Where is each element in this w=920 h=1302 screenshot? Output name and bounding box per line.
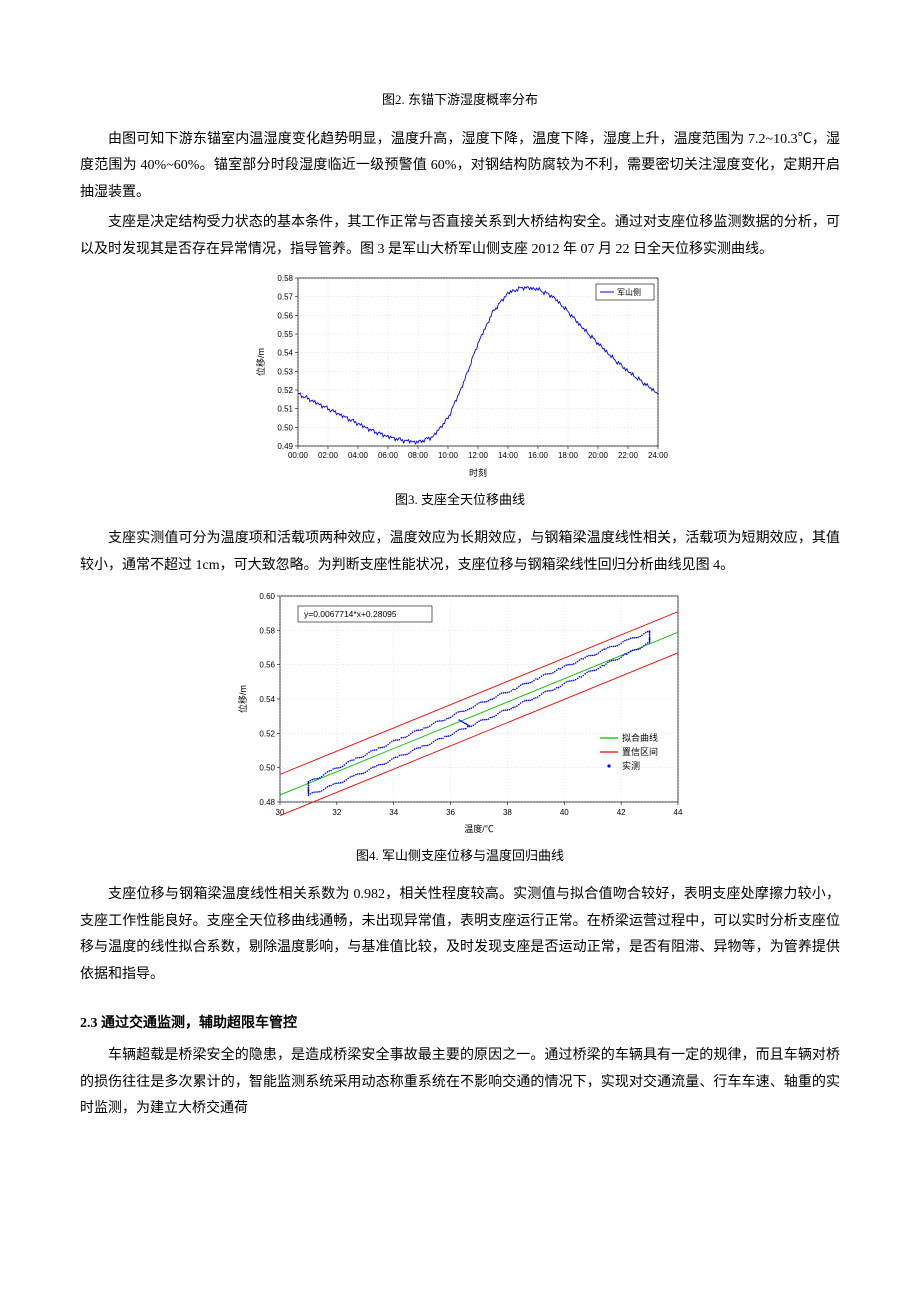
svg-text:y=0.0067714*x+0.28095: y=0.0067714*x+0.28095 <box>304 609 397 619</box>
svg-text:14:00: 14:00 <box>498 451 519 460</box>
svg-text:位移/m: 位移/m <box>255 348 266 376</box>
svg-text:军山侧: 军山侧 <box>617 287 641 297</box>
svg-text:0.56: 0.56 <box>259 660 275 669</box>
svg-text:0.58: 0.58 <box>277 274 293 283</box>
svg-text:42: 42 <box>617 808 626 817</box>
svg-text:04:00: 04:00 <box>348 451 369 460</box>
paragraph-1: 由图可知下游东锚室内温湿度变化趋势明显，温度升高，湿度下降，温度下降，湿度上升，… <box>80 127 840 207</box>
svg-text:0.50: 0.50 <box>259 763 275 772</box>
svg-text:20:00: 20:00 <box>588 451 609 460</box>
svg-text:拟合曲线: 拟合曲线 <box>622 732 658 743</box>
section-2-3-heading: 2.3 通过交通监测，辅助超限车管控 <box>80 1011 840 1038</box>
svg-text:0.51: 0.51 <box>277 404 293 413</box>
svg-text:06:00: 06:00 <box>378 451 399 460</box>
svg-text:38: 38 <box>503 808 512 817</box>
fig3-caption: 图3. 支座全天位移曲线 <box>80 488 840 513</box>
svg-text:0.54: 0.54 <box>277 348 293 357</box>
svg-text:00:00: 00:00 <box>288 451 309 460</box>
svg-text:0.57: 0.57 <box>277 292 293 301</box>
svg-text:置信区间: 置信区间 <box>622 746 658 757</box>
fig2-caption: 图2. 东锚下游湿度概率分布 <box>80 88 840 113</box>
svg-text:位移/m: 位移/m <box>237 685 248 713</box>
svg-text:0.50: 0.50 <box>277 423 293 432</box>
svg-text:44: 44 <box>674 808 683 817</box>
svg-text:0.56: 0.56 <box>277 311 293 320</box>
paragraph-5: 车辆超载是桥梁安全的隐患，是造成桥梁安全事故最主要的原因之一。通过桥梁的车辆具有… <box>80 1043 840 1123</box>
svg-text:时刻: 时刻 <box>469 467 487 478</box>
svg-text:36: 36 <box>446 808 455 817</box>
svg-text:40: 40 <box>560 808 569 817</box>
svg-text:0.58: 0.58 <box>259 626 275 635</box>
svg-text:温度/℃: 温度/℃ <box>464 823 494 834</box>
svg-text:22:00: 22:00 <box>618 451 639 460</box>
chart3-svg: 00:00 02:00 04:00 06:00 08:00 10:00 12:00 14:00… <box>250 270 670 480</box>
svg-text:0.49: 0.49 <box>277 442 293 451</box>
svg-text:02:00: 02:00 <box>318 451 339 460</box>
svg-text:34: 34 <box>389 808 398 817</box>
chart4-container: 30323436384042440.480.500.520.540.560.58… <box>80 586 840 836</box>
svg-text:0.52: 0.52 <box>259 729 275 738</box>
fig4-caption: 图4. 军山侧支座位移与温度回归曲线 <box>80 844 840 869</box>
paragraph-2: 支座是决定结构受力状态的基本条件，其工作正常与否直接关系到大桥结构安全。通过对支… <box>80 210 840 263</box>
svg-text:24:00: 24:00 <box>648 451 669 460</box>
chart4-svg: 30323436384042440.480.500.520.540.560.58… <box>230 586 690 836</box>
svg-text:0.48: 0.48 <box>259 798 275 807</box>
svg-text:0.54: 0.54 <box>259 695 275 704</box>
paragraph-4: 支座位移与钢箱梁温度线性相关系数为 0.982，相关性程度较高。实测值与拟合值吻… <box>80 882 840 988</box>
paragraph-3: 支座实测值可分为温度项和活载项两种效应，温度效应为长期效应，与钢箱梁温度线性相关… <box>80 526 840 579</box>
svg-text:32: 32 <box>332 808 341 817</box>
chart3-container: 00:00 02:00 04:00 06:00 08:00 10:00 12:00 14:00… <box>80 270 840 480</box>
svg-text:12:00: 12:00 <box>468 451 489 460</box>
svg-text:实测: 实测 <box>622 760 640 771</box>
svg-text:0.55: 0.55 <box>277 330 293 339</box>
svg-text:0.60: 0.60 <box>259 592 275 601</box>
svg-text:10:00: 10:00 <box>438 451 459 460</box>
svg-text:0.53: 0.53 <box>277 367 293 376</box>
svg-text:18:00: 18:00 <box>558 451 579 460</box>
svg-text:08:00: 08:00 <box>408 451 429 460</box>
svg-text:0.52: 0.52 <box>277 386 293 395</box>
svg-text:16:00: 16:00 <box>528 451 549 460</box>
